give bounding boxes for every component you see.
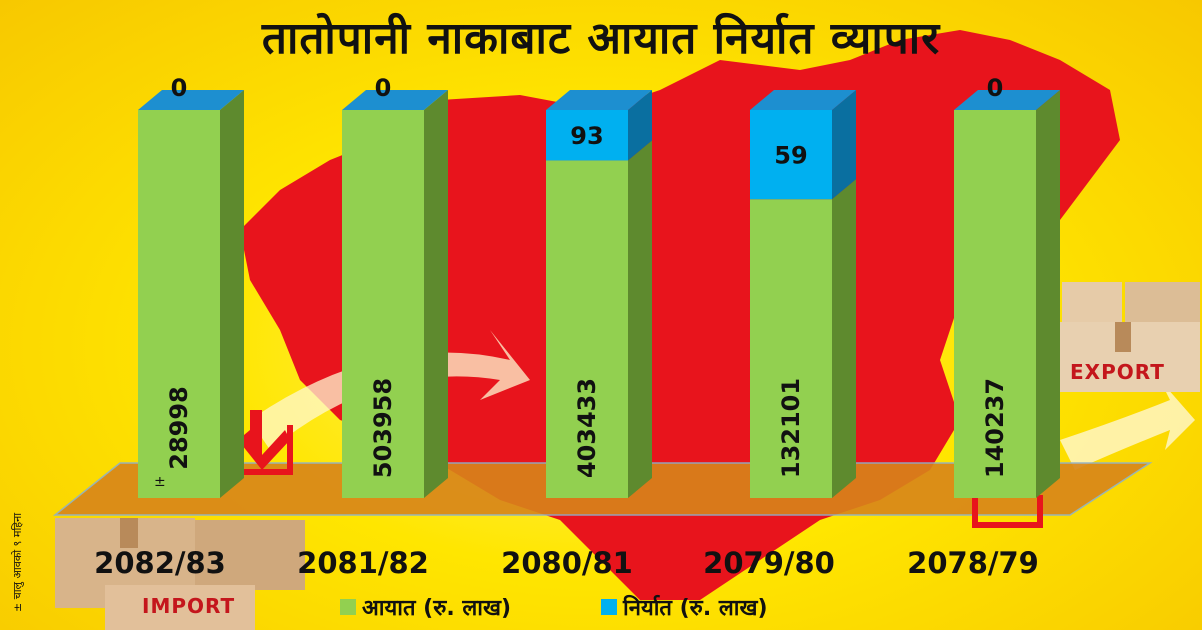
import-bar-side xyxy=(424,90,448,498)
export-value-label: 93 xyxy=(570,122,603,150)
export-arrow-swoosh xyxy=(1060,380,1195,470)
import-value-label: 28998 xyxy=(165,386,193,470)
import-boxes xyxy=(55,518,305,630)
china-map-shape xyxy=(240,30,1120,600)
export-bar xyxy=(750,110,832,200)
legend-label-export: निर्यात (रु. लाख) xyxy=(623,596,768,621)
export-bar xyxy=(546,110,628,161)
import-note-mark: ± xyxy=(154,474,166,490)
legend-item-import: आयात (रु. लाख) xyxy=(340,592,511,622)
export-bar-top xyxy=(138,90,244,110)
import-bar-side xyxy=(1036,90,1060,498)
export-boxes xyxy=(1060,282,1200,392)
x-tick-label: 2078/79 xyxy=(907,546,1039,580)
import-bar xyxy=(138,110,220,498)
export-value-label: 0 xyxy=(171,74,188,102)
legend-swatch-import xyxy=(340,599,356,615)
import-red-mark xyxy=(238,410,290,470)
import-box-label: IMPORT xyxy=(142,594,236,618)
import-red-bracket xyxy=(240,425,293,475)
import-bar xyxy=(342,110,424,498)
import-arrow-swoosh xyxy=(250,330,530,450)
x-tick-label: 2082/83 xyxy=(94,546,226,580)
export-value-label: 0 xyxy=(987,74,1004,102)
export-bar-top xyxy=(750,90,856,110)
import-bar-side xyxy=(220,90,244,498)
export-bar-top xyxy=(954,90,1060,110)
import-value-label: 132101 xyxy=(777,378,805,478)
export-box-label: EXPORT xyxy=(1070,360,1165,384)
x-tick-label: 2080/81 xyxy=(501,546,633,580)
legend-swatch-export xyxy=(601,599,618,615)
export-bar-side xyxy=(628,90,652,161)
export-bar-side xyxy=(832,90,856,200)
import-bar xyxy=(546,160,628,498)
chart-title: तातोपानी नाकाबाट आयात निर्यात व्यापार xyxy=(261,13,941,64)
import-value-label: 503958 xyxy=(369,378,397,478)
legend: आयात (रु. लाख) निर्यात (रु. लाख) xyxy=(340,592,858,622)
legend-item-export: निर्यात (रु. लाख) xyxy=(601,592,768,622)
import-bar-side xyxy=(832,179,856,499)
footnote: ± चालु आवको ९ महिना xyxy=(11,512,24,612)
import-value-label: 403433 xyxy=(573,378,601,478)
import-value-label: 140237 xyxy=(981,378,1009,478)
export-red-bracket xyxy=(972,495,1043,528)
x-tick-label: 2079/80 xyxy=(703,546,835,580)
import-bar xyxy=(750,199,832,499)
export-bar-top xyxy=(546,90,652,110)
bars-layer: 0 28998 ±0 503958 93 403433 59 132101 0 140237 xyxy=(138,74,1060,499)
import-bar-side xyxy=(628,140,652,498)
export-value-label: 0 xyxy=(375,74,392,102)
legend-label-import: आयात (रु. लाख) xyxy=(362,596,512,621)
export-value-label: 59 xyxy=(774,142,807,170)
x-tick-label: 2081/82 xyxy=(297,546,429,580)
export-bar-top xyxy=(342,90,448,110)
import-bar xyxy=(954,110,1036,498)
